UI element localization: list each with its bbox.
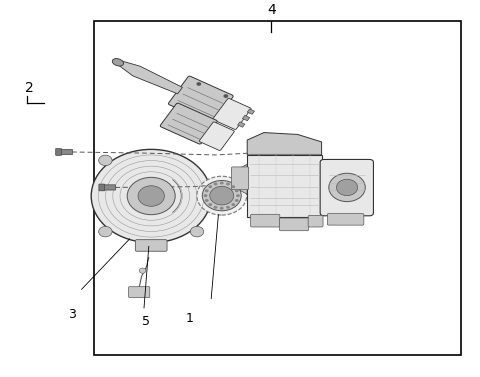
- Circle shape: [196, 82, 201, 86]
- FancyBboxPatch shape: [320, 159, 373, 216]
- Bar: [242, 115, 250, 121]
- FancyBboxPatch shape: [56, 149, 61, 155]
- Circle shape: [231, 185, 235, 188]
- Circle shape: [208, 203, 212, 206]
- Circle shape: [236, 194, 240, 197]
- Circle shape: [235, 199, 239, 202]
- Circle shape: [204, 194, 207, 197]
- FancyBboxPatch shape: [168, 76, 233, 124]
- Circle shape: [139, 268, 146, 273]
- FancyBboxPatch shape: [99, 184, 105, 191]
- Circle shape: [214, 182, 217, 185]
- FancyBboxPatch shape: [251, 214, 280, 227]
- Bar: [94, 21, 461, 355]
- Circle shape: [220, 207, 224, 210]
- FancyBboxPatch shape: [308, 215, 323, 227]
- Circle shape: [235, 189, 239, 192]
- FancyBboxPatch shape: [213, 98, 251, 129]
- Circle shape: [190, 227, 204, 237]
- Circle shape: [91, 149, 211, 243]
- Circle shape: [99, 227, 112, 237]
- Circle shape: [99, 155, 112, 166]
- FancyBboxPatch shape: [231, 167, 249, 190]
- FancyBboxPatch shape: [247, 155, 322, 216]
- FancyBboxPatch shape: [135, 240, 167, 251]
- Ellipse shape: [112, 58, 123, 66]
- Text: 3: 3: [68, 308, 76, 321]
- Circle shape: [223, 94, 228, 98]
- Polygon shape: [119, 61, 182, 94]
- Circle shape: [231, 203, 235, 206]
- FancyBboxPatch shape: [199, 122, 234, 150]
- Circle shape: [336, 179, 358, 196]
- Polygon shape: [247, 133, 322, 155]
- Circle shape: [214, 206, 217, 209]
- Text: 4: 4: [267, 3, 276, 17]
- Circle shape: [127, 177, 175, 215]
- Circle shape: [220, 182, 224, 184]
- Circle shape: [205, 189, 209, 192]
- FancyBboxPatch shape: [60, 149, 72, 155]
- Text: 1: 1: [186, 312, 193, 325]
- FancyBboxPatch shape: [103, 185, 116, 190]
- Circle shape: [205, 199, 209, 202]
- Circle shape: [208, 185, 212, 188]
- Polygon shape: [240, 164, 247, 194]
- Circle shape: [202, 181, 241, 211]
- Bar: [238, 122, 245, 127]
- Text: 2: 2: [25, 81, 34, 95]
- Circle shape: [329, 173, 365, 202]
- FancyBboxPatch shape: [129, 287, 150, 297]
- Bar: [247, 109, 254, 114]
- FancyBboxPatch shape: [160, 103, 217, 144]
- FancyBboxPatch shape: [279, 218, 309, 231]
- Text: 5: 5: [143, 316, 150, 328]
- FancyBboxPatch shape: [327, 213, 364, 225]
- Circle shape: [197, 176, 247, 215]
- Circle shape: [226, 206, 230, 209]
- Circle shape: [210, 186, 234, 205]
- Circle shape: [138, 186, 164, 206]
- Circle shape: [226, 182, 230, 185]
